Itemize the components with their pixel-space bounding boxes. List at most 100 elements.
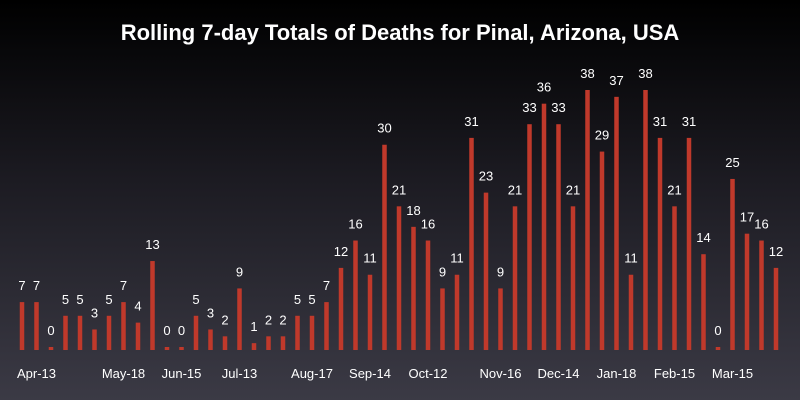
x-tick-label: Apr-13: [17, 366, 56, 381]
data-label: 0: [714, 323, 721, 338]
bar: [382, 144, 387, 350]
bar: [353, 240, 358, 350]
data-label: 17: [740, 210, 754, 225]
bar: [541, 103, 547, 351]
data-label: 37: [609, 73, 623, 88]
bar: [570, 206, 576, 350]
data-label: 23: [479, 169, 493, 184]
data-label: 38: [580, 66, 594, 81]
bar: [121, 302, 126, 350]
bar: [483, 192, 489, 350]
bar: [92, 329, 97, 350]
data-label: 30: [377, 121, 391, 136]
bar: [657, 137, 663, 350]
bar: [309, 315, 315, 350]
x-tick-label: Nov-16: [480, 366, 522, 381]
bar: [280, 336, 286, 350]
data-label: 38: [638, 66, 652, 81]
data-label: 18: [406, 203, 420, 218]
bar: [744, 233, 750, 350]
bar: [193, 315, 199, 350]
bar: [34, 302, 39, 350]
data-label: 29: [595, 128, 609, 143]
x-tick-label: Mar-15: [712, 366, 753, 381]
data-label: 3: [207, 305, 214, 320]
bar: [585, 90, 590, 350]
data-label: 0: [178, 323, 185, 338]
data-label: 2: [221, 312, 228, 327]
bar: [527, 124, 532, 351]
data-label: 11: [624, 251, 638, 266]
x-tick-label: Jan-18: [597, 366, 637, 381]
bar: [266, 336, 271, 350]
x-tick-label: Aug-17: [291, 366, 333, 381]
bar: [48, 347, 54, 350]
bar: [614, 96, 619, 350]
bar: [338, 267, 344, 350]
chart-title: Rolling 7-day Totals of Deaths for Pinal…: [120, 20, 680, 45]
data-label: 0: [163, 323, 170, 338]
data-label: 14: [696, 230, 710, 245]
bar: [512, 206, 518, 350]
data-label: 31: [682, 114, 696, 129]
data-label: 9: [439, 264, 446, 279]
bar: [628, 274, 634, 350]
bar: [730, 178, 735, 350]
data-label: 36: [537, 80, 551, 95]
bar: [106, 315, 112, 350]
bar: [469, 137, 474, 350]
data-label: 5: [62, 292, 69, 307]
bar: [759, 240, 764, 350]
data-label: 0: [47, 323, 54, 338]
bar: [672, 206, 677, 350]
bar: [686, 137, 692, 350]
x-tick-label: Dec-14: [538, 366, 580, 381]
data-label: 33: [522, 100, 536, 115]
data-label: 9: [497, 264, 504, 279]
data-label: 7: [120, 278, 127, 293]
data-label: 31: [653, 114, 667, 129]
bar: [251, 343, 257, 350]
data-label: 5: [105, 292, 112, 307]
data-label: 31: [464, 114, 478, 129]
bar: [440, 288, 445, 350]
bar: [135, 322, 141, 350]
data-label: 21: [566, 182, 580, 197]
data-label: 7: [323, 278, 330, 293]
data-label: 5: [76, 292, 83, 307]
bar: [411, 226, 416, 350]
bar: [701, 254, 706, 350]
data-label: 16: [348, 217, 362, 232]
bar: [19, 302, 25, 350]
bar: [425, 240, 431, 350]
x-tick-label: Sep-14: [349, 366, 391, 381]
bar: [237, 288, 242, 350]
data-label: 11: [363, 251, 377, 266]
bar: [556, 124, 561, 351]
bar: [396, 206, 402, 350]
bar: [222, 336, 228, 350]
bar: [63, 315, 68, 350]
bar: [715, 347, 721, 350]
bar: [295, 315, 300, 350]
data-label: 9: [236, 264, 243, 279]
data-label: 16: [421, 217, 435, 232]
data-label: 2: [279, 312, 286, 327]
data-label: 12: [769, 244, 783, 259]
data-label: 16: [754, 217, 768, 232]
data-label: 1: [250, 319, 257, 334]
data-label: 13: [145, 237, 159, 252]
data-label: 25: [725, 155, 739, 170]
bar: [324, 302, 329, 350]
data-label: 2: [265, 312, 272, 327]
x-tick-label: Jul-13: [222, 366, 257, 381]
bar: [367, 274, 373, 350]
x-tick-label: Feb-15: [654, 366, 695, 381]
bar: [773, 267, 779, 350]
x-tick-label: May-18: [102, 366, 145, 381]
data-label: 5: [192, 292, 199, 307]
data-label: 3: [91, 305, 98, 320]
data-label: 5: [308, 292, 315, 307]
bar: [454, 274, 460, 350]
data-label: 12: [334, 244, 348, 259]
